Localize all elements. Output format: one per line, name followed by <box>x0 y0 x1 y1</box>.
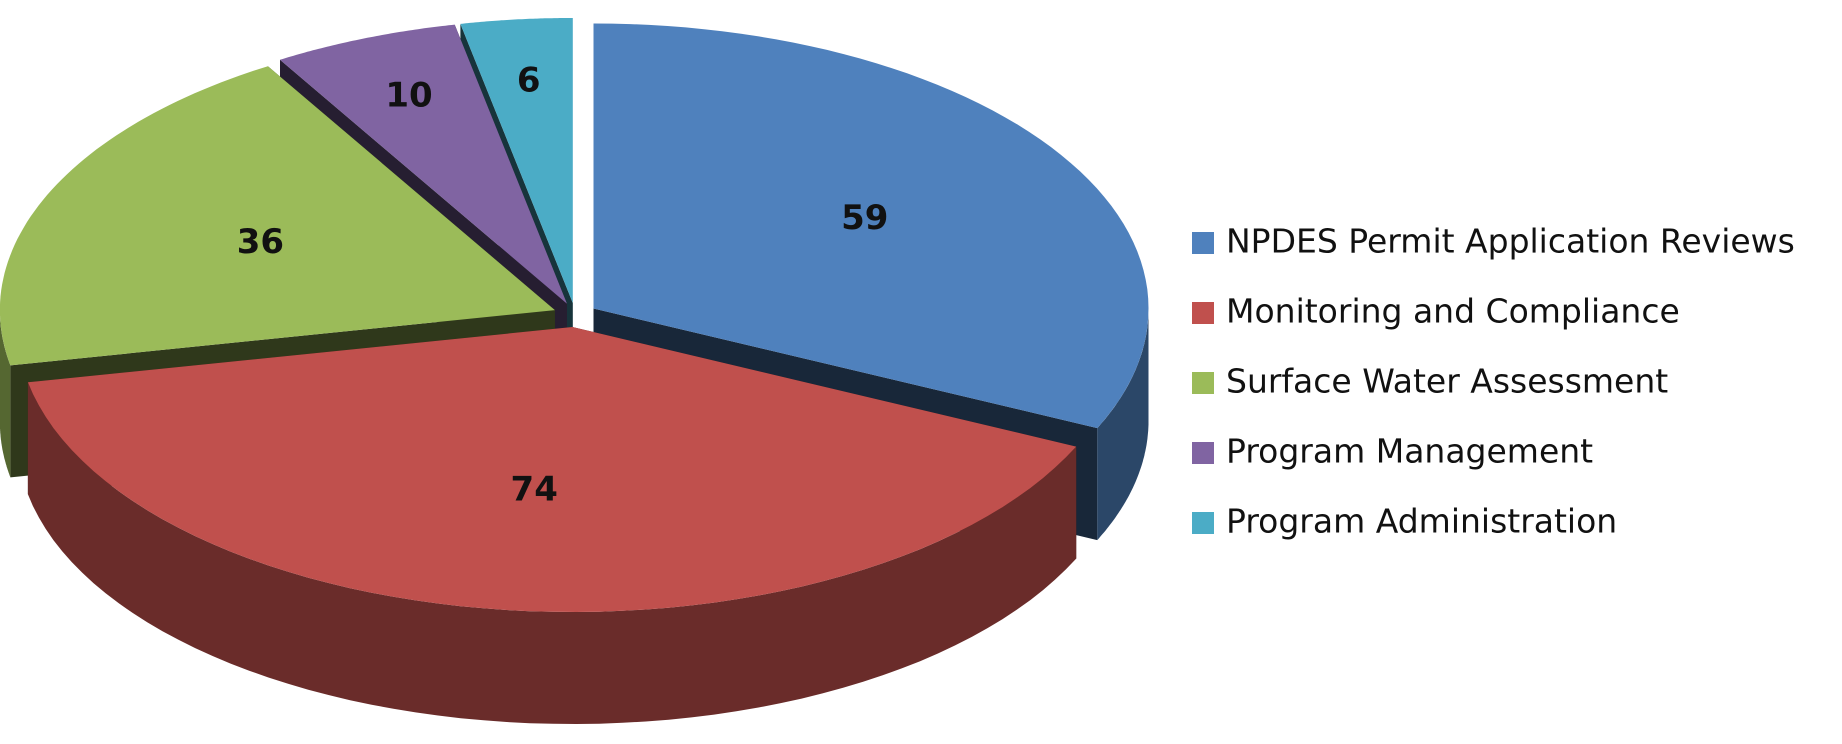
data-label: 74 <box>511 470 558 510</box>
legend-swatch <box>1192 302 1214 324</box>
data-label: 36 <box>237 222 284 262</box>
slice-side <box>1097 308 1149 541</box>
legend: NPDES Permit Application Reviews Monitori… <box>1192 222 1795 541</box>
legend-label: Program Management <box>1226 432 1593 471</box>
legend-label: NPDES Permit Application Reviews <box>1226 222 1795 261</box>
data-label: 10 <box>385 75 432 115</box>
legend-label: Surface Water Assessment <box>1226 362 1668 401</box>
legend-swatch <box>1192 442 1214 464</box>
slice <box>27 327 1077 612</box>
slice-side <box>27 382 1077 724</box>
legend-label: Monitoring and Compliance <box>1226 292 1680 331</box>
legend-label: Program Administration <box>1226 502 1617 541</box>
slice <box>280 24 567 304</box>
slice <box>593 23 1149 429</box>
slice-side <box>0 314 11 478</box>
pie: 59 74 36 10 6 <box>0 18 1149 724</box>
slice <box>0 66 555 366</box>
slice <box>460 18 573 303</box>
data-label: 6 <box>517 60 541 100</box>
data-label: 59 <box>841 198 888 238</box>
legend-swatch <box>1192 512 1214 534</box>
legend-swatch <box>1192 232 1214 254</box>
legend-swatch <box>1192 372 1214 394</box>
